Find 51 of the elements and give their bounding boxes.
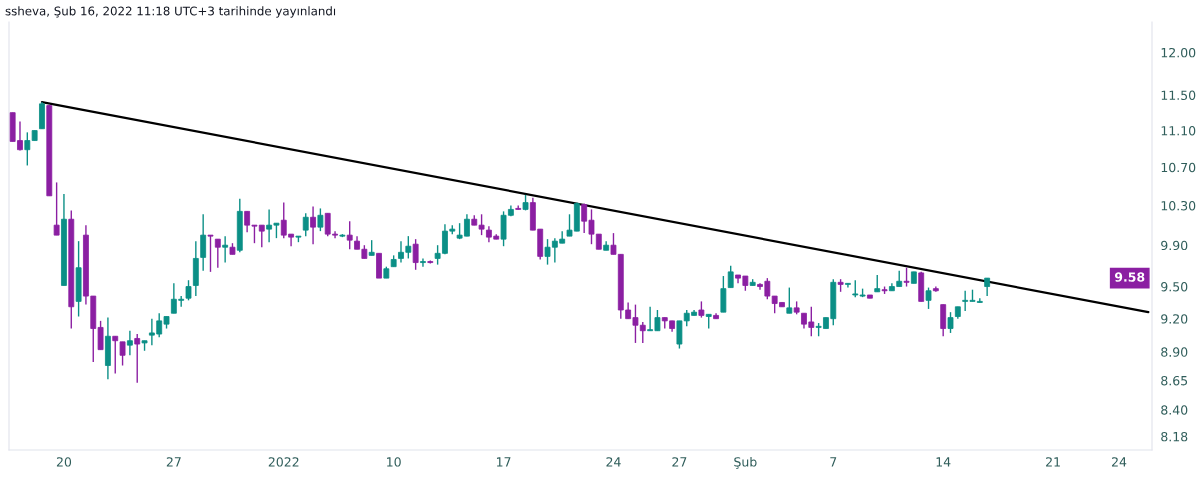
- candlestick: [903, 267, 910, 288]
- x-tick-label: Şub: [734, 456, 757, 469]
- candlestick: [112, 335, 119, 375]
- candlestick: [925, 286, 932, 310]
- chart-title: ssheva, Şub 16, 2022 11:18 UTC+3 tarihinde yayınlandı: [5, 6, 336, 18]
- y-tick-label: 9.50: [1161, 282, 1188, 292]
- annotation: 9.58: [1114, 272, 1145, 282]
- x-tick-label: 27: [166, 457, 181, 467]
- candlestick: [185, 279, 192, 302]
- candlestick: [940, 303, 947, 337]
- candlestick: [222, 235, 229, 264]
- candlestick: [786, 286, 793, 314]
- x-tick-label: 24: [606, 457, 621, 467]
- y-tick-label: 8.18: [1161, 431, 1188, 442]
- candlestick: [845, 282, 851, 289]
- candlestick: [53, 181, 60, 236]
- candlestick: [420, 257, 426, 268]
- x-tick-label: 14: [936, 457, 951, 467]
- y-tick-label: 9.20: [1161, 314, 1188, 324]
- candlestick: [200, 213, 207, 272]
- candlestick: [214, 238, 221, 269]
- candlestick: [134, 333, 141, 384]
- candlestick: [412, 238, 419, 271]
- y-tick-label: 11.50: [1161, 90, 1196, 100]
- x-tick-label: 10: [387, 457, 401, 467]
- candlestick: [119, 341, 126, 367]
- x-tick-label: 21: [1046, 457, 1060, 467]
- candlestick: [24, 131, 31, 167]
- candlestick: [947, 311, 954, 334]
- y-tick-label: 10.70: [1161, 162, 1196, 173]
- y-tick-label: 12.00: [1161, 47, 1196, 58]
- y-tick-label: 8.65: [1161, 375, 1188, 386]
- candlestick: [727, 264, 734, 289]
- candlestick: [302, 212, 309, 237]
- candlestick: [207, 234, 214, 273]
- candlestick: [310, 205, 316, 245]
- candlestick: [346, 220, 353, 250]
- x-tick-label: 24: [1111, 457, 1127, 467]
- x-tick-label: 17: [496, 457, 511, 467]
- x-tick-label: 27: [672, 457, 687, 467]
- y-tick-label: 11.10: [1161, 126, 1196, 136]
- y-tick-label: 8.40: [1161, 405, 1188, 415]
- x-tick-label: 20: [56, 457, 72, 467]
- x-tick-label: 7: [830, 457, 837, 467]
- y-tick-label: 9.90: [1161, 240, 1188, 251]
- candlestick: [126, 330, 133, 356]
- candlestick: [317, 207, 324, 232]
- candlestick: [720, 275, 727, 313]
- y-tick-label: 10.30: [1161, 200, 1196, 211]
- y-tick-label: 8.90: [1161, 347, 1188, 357]
- x-tick-label: 2022: [268, 457, 299, 467]
